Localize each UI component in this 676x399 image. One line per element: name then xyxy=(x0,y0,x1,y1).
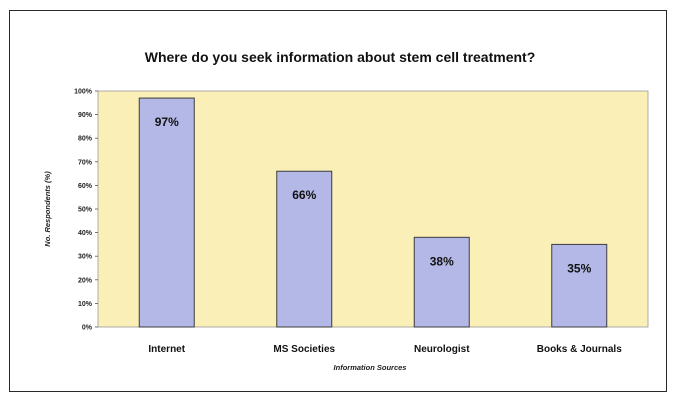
bar-value-label: 66% xyxy=(292,188,316,202)
y-tick-label: 90% xyxy=(78,112,93,119)
y-axis-ticks: 0% 10% 20% 30% 40% 50% 60% 70% 80% 90% 100% xyxy=(74,89,98,332)
y-tick-label: 40% xyxy=(78,230,93,237)
y-tick-label: 60% xyxy=(78,183,93,190)
category-label: Neurologist xyxy=(414,344,470,355)
y-tick-label: 50% xyxy=(78,207,93,214)
bar-value-label: 97% xyxy=(155,115,179,129)
bar xyxy=(413,236,470,328)
value-labels: 97% 66% 38% 35% xyxy=(155,115,592,275)
y-tick-label: 30% xyxy=(78,254,93,261)
y-tick-label: 70% xyxy=(78,159,93,166)
category-label: Books & Journals xyxy=(537,344,622,355)
x-axis-title: Information Sources xyxy=(334,363,407,372)
bar xyxy=(138,97,195,328)
x-axis-categories: Internet MS Societies Neurologist Books & J… xyxy=(148,344,622,355)
chart-title: Where do you seek information about stem… xyxy=(145,49,536,65)
bars xyxy=(138,97,608,328)
bar xyxy=(551,243,608,328)
category-label: Internet xyxy=(148,344,185,355)
y-axis-title: No. Respondents (%) xyxy=(43,171,52,247)
category-label: MS Societies xyxy=(273,344,335,355)
y-tick-label: 10% xyxy=(78,301,93,308)
y-tick-label: 20% xyxy=(78,277,93,284)
y-tick-label: 100% xyxy=(74,89,93,96)
bar xyxy=(276,170,333,328)
y-tick-label: 0% xyxy=(82,325,93,332)
bar-value-label: 35% xyxy=(567,261,591,275)
bar-value-label: 38% xyxy=(430,254,454,268)
y-tick-label: 80% xyxy=(78,136,93,143)
